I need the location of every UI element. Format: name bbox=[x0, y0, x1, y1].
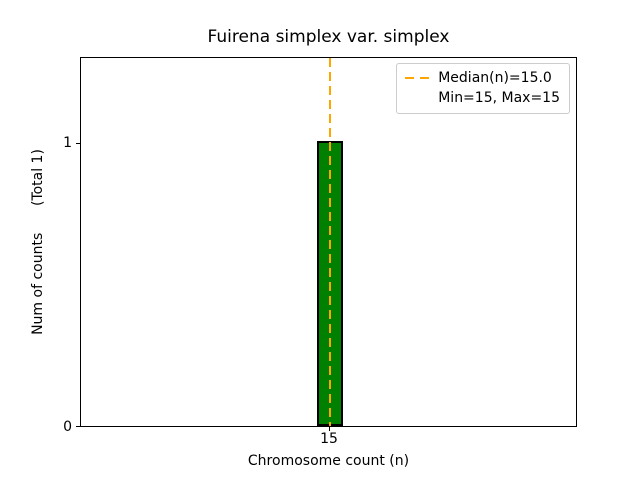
legend: Median(n)=15.0 Min=15, Max=15 bbox=[396, 63, 570, 114]
plot-area: Median(n)=15.0 Min=15, Max=15 bbox=[80, 57, 577, 427]
y-tick-label-1: 1 bbox=[63, 135, 72, 151]
median-dashed-line-icon bbox=[405, 76, 430, 80]
legend-entry-minmax: Min=15, Max=15 bbox=[405, 88, 560, 108]
legend-minmax-label: Min=15, Max=15 bbox=[438, 90, 560, 106]
x-tick-mark-15 bbox=[328, 427, 331, 431]
y-tick-label-0: 0 bbox=[63, 419, 72, 435]
chart-title: Fuirena simplex var. simplex bbox=[207, 27, 450, 47]
legend-entry-median: Median(n)=15.0 bbox=[405, 68, 560, 88]
y-tick-mark-0 bbox=[76, 425, 80, 428]
x-axis-label: Chromosome count (n) bbox=[247, 453, 410, 469]
y-tick-mark-1 bbox=[76, 142, 80, 145]
x-tick-label-15: 15 bbox=[320, 431, 338, 447]
y-axis-label: Num of counts (Total 1) bbox=[30, 149, 46, 335]
legend-median-label: Median(n)=15.0 bbox=[438, 70, 552, 86]
median-line bbox=[328, 58, 331, 426]
legend-spacer bbox=[405, 97, 429, 100]
